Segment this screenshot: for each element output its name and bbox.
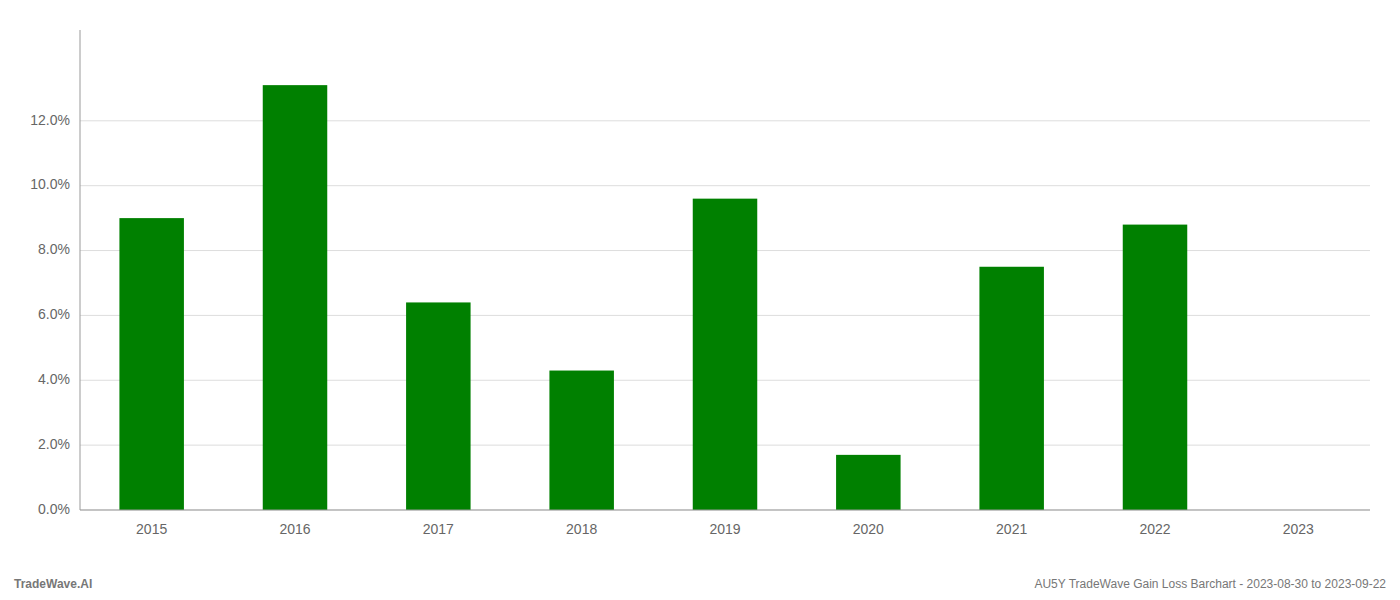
x-tick-label: 2020: [853, 521, 884, 537]
annotation: TradeWave.AI: [14, 577, 92, 591]
y-tick-label: 8.0%: [38, 241, 70, 257]
grid-line: [80, 510, 1370, 511]
y-tick-label: 6.0%: [38, 306, 70, 322]
y-tick-label: 12.0%: [30, 112, 70, 128]
bar: [1123, 225, 1188, 510]
bar: [119, 218, 183, 510]
bar: [406, 302, 471, 510]
y-tick-label: 4.0%: [38, 371, 70, 387]
bar: [693, 199, 758, 510]
bar: [263, 85, 328, 510]
x-axis: 2015 2016 2017 2018 2019 2020 2021 2022 2023: [136, 521, 1314, 537]
annotation: AU5Y TradeWave Gain Loss Barchart - 2023…: [1034, 577, 1386, 591]
x-tick-label: 2021: [996, 521, 1027, 537]
x-tick-label: 2018: [566, 521, 597, 537]
chart-container: 0.0%2.0%4.0%6.0%8.0%10.0%12.0%2015201620…: [0, 0, 1400, 600]
chart: 0.0%2.0%4.0%6.0%8.0%10.0%12.0%2015201620…: [0, 0, 1400, 600]
x-tick-label: 2022: [1139, 521, 1170, 537]
bars: [119, 85, 1187, 510]
x-tick-label: 2023: [1283, 521, 1314, 537]
bar: [979, 267, 1044, 510]
y-tick-label: 2.0%: [38, 436, 70, 452]
x-tick-label: 2017: [423, 521, 454, 537]
bar: [549, 371, 614, 510]
y-tick-label: 10.0%: [30, 176, 70, 192]
y-tick-label: 0.0%: [38, 501, 70, 517]
bar: [836, 455, 901, 510]
x-tick-label: 2016: [279, 521, 310, 537]
y-axis-line: [80, 30, 81, 510]
y-axis: 0.0% 2.0% 4.0% 6.0% 8.0% 10.0% 12.0%: [30, 112, 70, 517]
x-axis-line: [80, 510, 1370, 511]
x-tick-label: 2015: [136, 521, 167, 537]
x-tick-label: 2019: [709, 521, 740, 537]
